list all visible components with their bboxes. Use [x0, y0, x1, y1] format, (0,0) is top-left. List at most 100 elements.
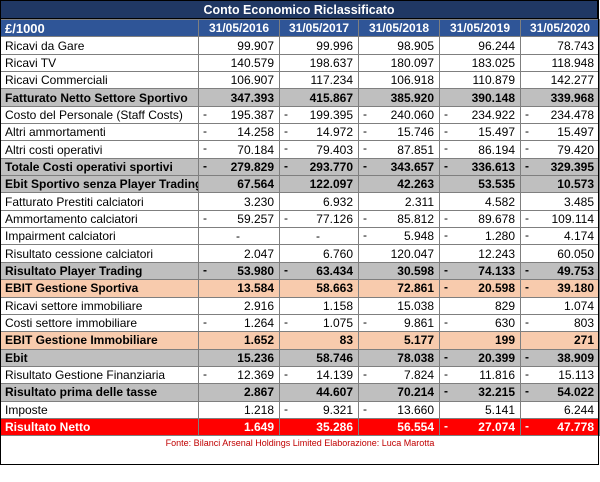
value-text: 829: [494, 298, 515, 313]
row-value: 67.564: [198, 175, 280, 194]
row-value: 1.158: [279, 296, 359, 315]
negative-sign: -: [284, 158, 288, 173]
row-value: - 9.861: [358, 313, 440, 333]
value-text: 142.277: [550, 73, 594, 88]
value-text: 385.920: [390, 90, 434, 105]
value-text: 271: [573, 333, 594, 348]
value-text: 54.022: [557, 385, 594, 400]
row-value: - 70.184: [198, 140, 280, 159]
row-value: 339.968: [520, 88, 600, 107]
value-text: 106.918: [390, 73, 434, 88]
row-value: 15.236: [198, 348, 280, 367]
row-label: Costi settore immobiliare: [0, 313, 199, 333]
row-value: - 89.678: [439, 209, 521, 229]
value-text: 14.139: [316, 368, 353, 383]
row-value: - 240.060: [358, 105, 440, 125]
value-text: 109.114: [551, 211, 595, 226]
value-text: 63.434: [316, 263, 353, 278]
value-text: 49.753: [557, 263, 594, 278]
negative-sign: -: [284, 210, 288, 225]
row-label: Fatturato Prestiti calciatori: [0, 192, 199, 211]
row-value: 53.535: [439, 175, 521, 194]
table-row: Risultato Player Trading -53.980-63.434 30…: [0, 261, 600, 281]
value-text: 83: [339, 333, 353, 348]
negative-sign: -: [444, 262, 448, 277]
value-text: 5.948: [403, 229, 434, 244]
row-value: - 27.074: [439, 417, 521, 437]
table-row: Ammortamento calciatori -59.257-77.126-85…: [0, 209, 600, 229]
value-text: 803: [573, 316, 594, 331]
value-text: 99.907: [237, 38, 274, 53]
row-value: 44.607: [279, 383, 359, 402]
row-value: 118.948: [520, 53, 600, 73]
row-value: 35.286: [279, 417, 359, 437]
value-text: 89.678: [478, 211, 515, 226]
row-value: - 53.980: [198, 261, 280, 281]
negative-sign: -: [525, 106, 529, 121]
row-value: 6.760: [279, 244, 359, 263]
row-value: 2.311: [358, 192, 440, 211]
table-row: EBIT Gestione Immobiliare 1.652 83 5.177 199…: [0, 331, 600, 350]
row-label: EBIT Gestione Immobiliare: [0, 331, 199, 350]
row-value: - 39.180: [520, 279, 600, 298]
value-text: 35.286: [316, 420, 353, 435]
row-value: - 63.434: [279, 261, 359, 281]
row-value: - 199.395: [279, 105, 359, 125]
row-value: - 20.598: [439, 279, 521, 298]
negative-sign: -: [444, 228, 448, 243]
table-row: Altri costi operativi -70.184-79.403-87.8…: [0, 140, 600, 159]
row-value: - 77.126: [279, 209, 359, 229]
value-text: 120.047: [390, 246, 434, 261]
table-row: Risultato cessione calciatori 2.047 6.760 1…: [0, 244, 600, 263]
negative-sign: -: [363, 210, 367, 225]
negative-sign: -: [203, 158, 207, 173]
value-text: 6.760: [322, 246, 353, 261]
value-text: 343.657: [390, 159, 434, 174]
table-row: Risultato Netto 1.649 35.286 56.554-27.074-…: [0, 417, 600, 437]
value-text: 38.909: [557, 350, 594, 365]
value-text: 1.652: [243, 333, 274, 348]
value-text: 1.218: [243, 402, 274, 417]
negative-sign: -: [363, 106, 367, 121]
row-value: 15.038: [358, 296, 440, 315]
negative-sign: -: [525, 228, 529, 243]
header-unit: £/1000: [0, 18, 199, 38]
value-text: 1.649: [243, 420, 274, 435]
row-value: - 293.770: [279, 157, 359, 177]
negative-sign: -: [525, 384, 529, 399]
row-value: - 803: [520, 313, 600, 333]
value-text: 70.214: [397, 385, 434, 400]
row-value: 117.234: [279, 71, 359, 90]
table-row: Ricavi settore immobiliare 2.916 1.158 15.0…: [0, 296, 600, 315]
value-text: 15.497: [557, 125, 594, 140]
row-value: - 14.972: [279, 123, 359, 142]
negative-sign: -: [203, 210, 207, 225]
value-text: 53.535: [478, 177, 515, 192]
table-row: Fatturato Netto Settore Sportivo 347.393 4…: [0, 88, 600, 107]
value-text: 199: [494, 333, 515, 348]
row-value: 4.582: [439, 192, 521, 211]
value-text: 60.050: [557, 246, 594, 261]
value-text: 67.564: [237, 177, 274, 192]
value-text: 347.393: [230, 90, 274, 105]
value-text: 9.321: [322, 402, 353, 417]
row-value: - 1.075: [279, 313, 359, 333]
row-value: 10.573: [520, 175, 600, 194]
row-value: - 15.497: [439, 123, 521, 142]
table-row: Ricavi da Gare 99.907 99.996 98.905 96.244 78…: [0, 36, 600, 55]
negative-sign: -: [525, 124, 529, 139]
row-value: - 20.399: [439, 348, 521, 367]
negative-sign: -: [444, 384, 448, 399]
value-text: 2.311: [404, 194, 434, 209]
row-label: Ricavi settore immobiliare: [0, 296, 199, 315]
table-row: Totale Costi operativi sportivi -279.829-…: [0, 157, 600, 177]
row-value: - 85.812: [358, 209, 440, 229]
value-text: 3.230: [243, 194, 274, 209]
negative-sign: -: [363, 124, 367, 139]
negative-sign: -: [203, 262, 207, 277]
value-text: 44.607: [316, 385, 353, 400]
value-text: 234.922: [471, 107, 515, 122]
row-value: 58.746: [279, 348, 359, 367]
row-value: - 74.133: [439, 261, 521, 281]
value-text: 12.243: [478, 246, 515, 261]
